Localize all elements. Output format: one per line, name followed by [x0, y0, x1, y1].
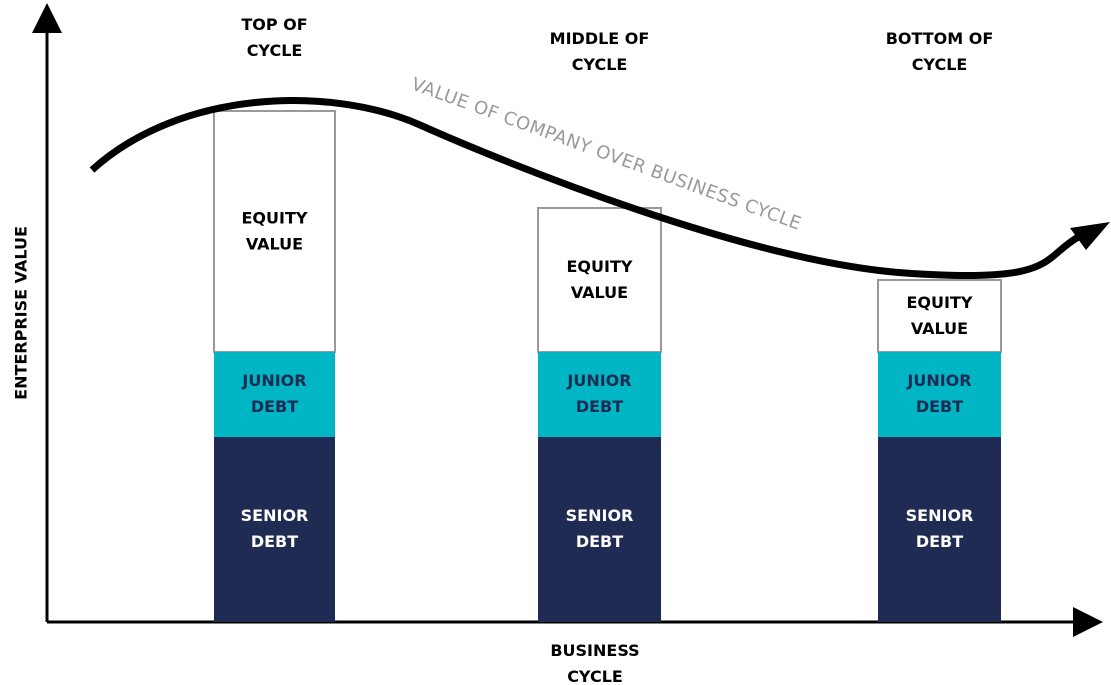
senior-label-line: DEBT	[916, 532, 963, 551]
equity-box	[537, 207, 662, 353]
senior-label-line: DEBT	[251, 532, 298, 551]
x-axis-label-line: CYCLE	[567, 667, 623, 685]
junior-debt-box	[214, 352, 335, 437]
equity-label: EQUITY VALUE	[242, 208, 308, 253]
column-title: BOTTOM OF CYCLE	[886, 29, 994, 74]
senior-label: SENIOR DEBT	[566, 506, 634, 551]
equity-box	[877, 279, 1002, 353]
junior-label: JUNIOR DEBT	[566, 371, 631, 416]
x-axis-label: BUSINESS CYCLE	[550, 641, 639, 685]
y-axis-label: ENTERPRISE VALUE	[12, 226, 31, 400]
equity-label: EQUITY VALUE	[907, 293, 973, 338]
junior-debt-box	[538, 352, 661, 437]
column-title-line: CYCLE	[912, 55, 968, 74]
senior-label-line: DEBT	[576, 532, 623, 551]
senior-debt-box	[214, 437, 335, 622]
column-title: MIDDLE OF CYCLE	[550, 29, 650, 74]
equity-label-line: EQUITY	[567, 257, 633, 276]
x-axis-label-line: BUSINESS	[550, 641, 639, 660]
equity-box	[213, 110, 336, 353]
junior-label-line: JUNIOR	[906, 371, 971, 390]
senior-label: SENIOR DEBT	[906, 506, 974, 551]
junior-label: JUNIOR DEBT	[241, 371, 306, 416]
junior-label-line: DEBT	[916, 397, 963, 416]
junior-label: JUNIOR DEBT	[906, 371, 971, 416]
senior-debt-box	[878, 437, 1001, 622]
column-title-line: MIDDLE OF	[550, 29, 650, 48]
junior-label-line: JUNIOR	[566, 371, 631, 390]
equity-label-line: VALUE	[911, 319, 968, 338]
column-title-line: BOTTOM OF	[886, 29, 994, 48]
equity-label-line: VALUE	[246, 234, 303, 253]
senior-debt-box	[538, 437, 661, 622]
value-curve	[89, 97, 1082, 280]
curve-arrowhead	[1070, 222, 1110, 250]
junior-debt-box	[878, 352, 1001, 437]
junior-label-line: DEBT	[576, 397, 623, 416]
senior-label: SENIOR DEBT	[241, 506, 309, 551]
column: TOP OF CYCLE EQUITY VALUE JUNIOR DEBT SENIOR DE…	[213, 15, 336, 622]
column-title-line: TOP OF	[241, 15, 307, 34]
equity-label-line: VALUE	[571, 283, 628, 302]
senior-label-line: SENIOR	[241, 506, 309, 525]
equity-label-line: EQUITY	[242, 208, 308, 227]
column-title-line: CYCLE	[572, 55, 628, 74]
senior-label-line: SENIOR	[566, 506, 634, 525]
equity-label-line: EQUITY	[907, 293, 973, 312]
junior-label-line: JUNIOR	[241, 371, 306, 390]
junior-label-line: DEBT	[251, 397, 298, 416]
column-title-line: CYCLE	[247, 41, 303, 60]
equity-label: EQUITY VALUE	[567, 257, 633, 302]
column-title: TOP OF CYCLE	[241, 15, 307, 60]
senior-label-line: SENIOR	[906, 506, 974, 525]
